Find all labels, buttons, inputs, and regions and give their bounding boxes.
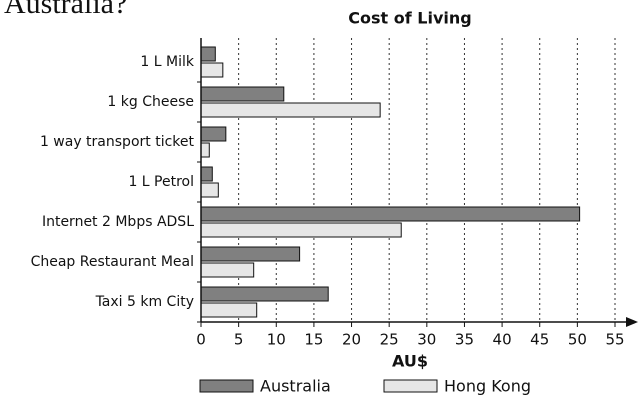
x-tick-label: 25 [380, 331, 399, 349]
bar [200, 246, 301, 262]
y-tick-label: Cheap Restaurant Meal [31, 254, 194, 270]
y-tick-label: 1 L Petrol [128, 174, 194, 190]
x-tick-label: 35 [455, 331, 474, 349]
bar [200, 302, 258, 318]
x-tick-label: 15 [304, 331, 323, 349]
y-tick-label: 1 L Milk [140, 54, 194, 70]
x-tick-label: 40 [493, 331, 512, 349]
y-tick-label: 1 way transport ticket [40, 134, 195, 150]
y-tick-label: 1 kg Cheese [107, 94, 194, 110]
x-axis-title: AU$ [392, 352, 428, 371]
x-tick-label: 30 [417, 331, 436, 349]
axis-arrow [626, 317, 638, 327]
legend-swatch [383, 379, 438, 393]
bar [200, 286, 329, 302]
y-tick-label: Taxi 5 km City [95, 294, 194, 310]
y-tick-label: Internet 2 Mbps ADSL [42, 214, 194, 230]
x-tick-label: 20 [342, 331, 361, 349]
bar [200, 62, 224, 78]
bar [200, 166, 213, 182]
legend-label: Hong Kong [444, 377, 531, 396]
bar [200, 262, 255, 278]
x-tick-label: 5 [234, 331, 244, 349]
bar [200, 206, 581, 222]
chart-title: Cost of Living [348, 9, 471, 28]
x-tick-label: 10 [267, 331, 286, 349]
bar [200, 182, 219, 198]
x-tick-label: 55 [605, 331, 624, 349]
legend-label: Australia [260, 377, 331, 396]
bar [200, 46, 216, 62]
x-tick-label: 0 [196, 331, 206, 349]
heading: Australia? [4, 0, 127, 20]
bar [200, 126, 227, 142]
bar [200, 102, 381, 118]
bar [200, 142, 210, 158]
legend-swatch [199, 379, 254, 393]
x-tick-label: 50 [568, 331, 587, 349]
bar [200, 222, 402, 238]
bar [200, 86, 285, 102]
x-tick-label: 45 [530, 331, 549, 349]
